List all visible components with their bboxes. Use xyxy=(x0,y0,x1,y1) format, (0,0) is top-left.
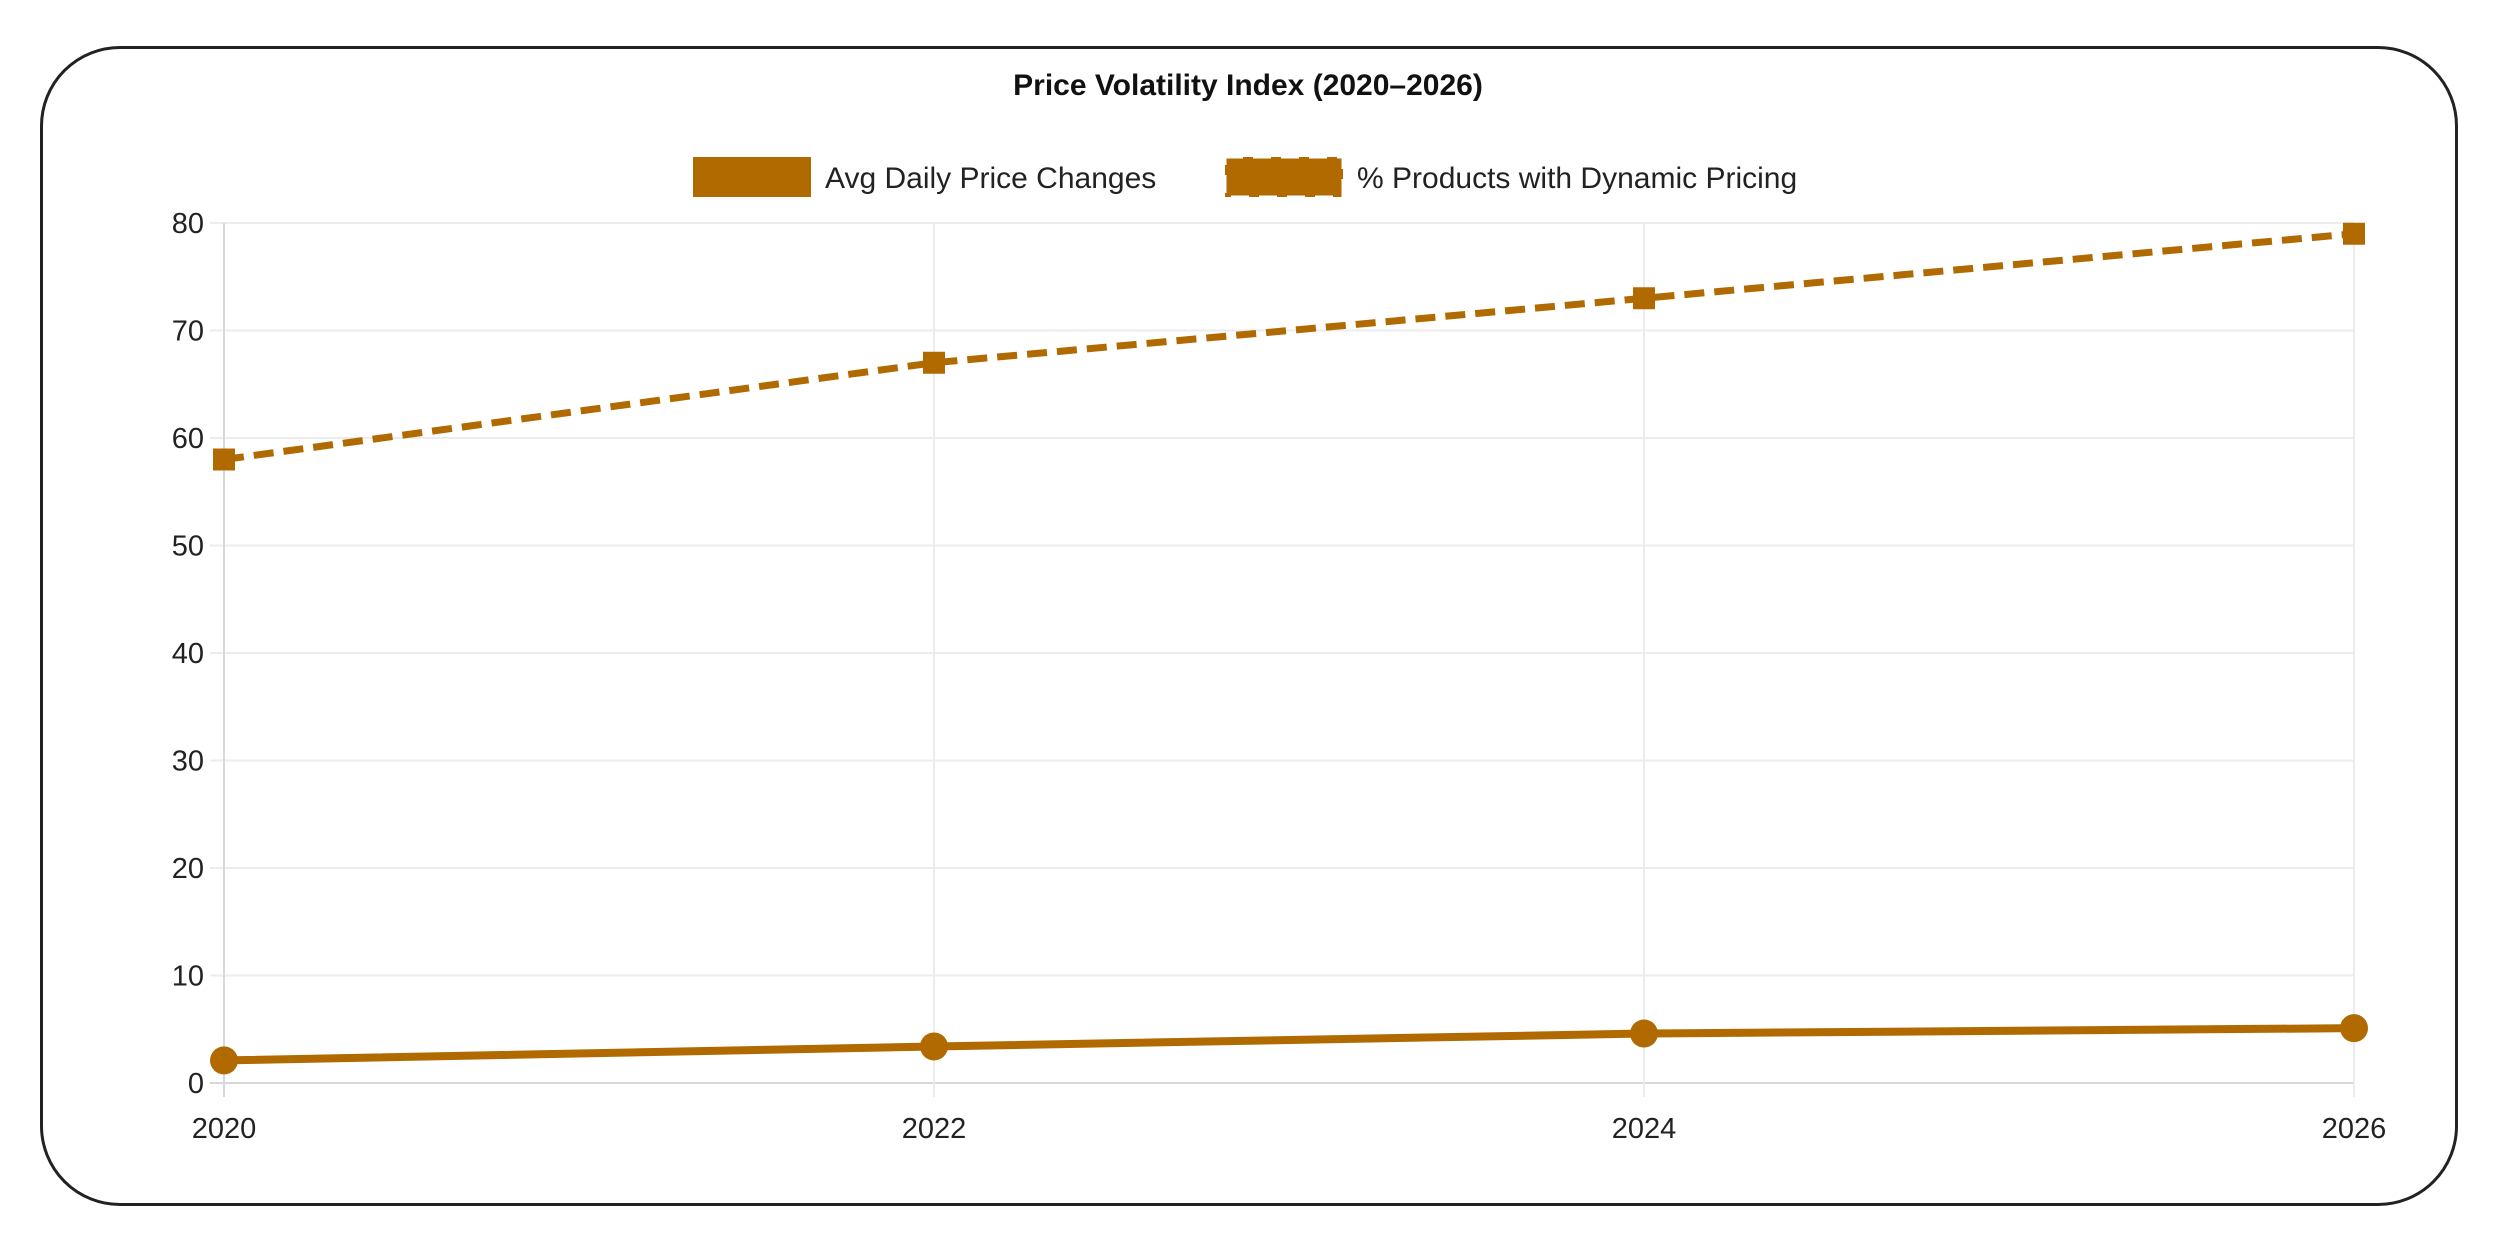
axes: 0 10 20 30 40 50 60 70 80 2020 2022 2024 2026 xyxy=(172,208,2387,1145)
data-point xyxy=(1630,1019,1658,1048)
y-tick-label: 0 xyxy=(188,1068,204,1100)
y-tick-label: 20 xyxy=(172,853,204,885)
data-point xyxy=(2340,1014,2368,1043)
x-tick-label: 2024 xyxy=(1612,1113,1677,1145)
x-tick-label: 2020 xyxy=(192,1113,257,1145)
legend-swatch xyxy=(693,157,811,197)
data-point xyxy=(213,448,235,471)
y-tick-label: 70 xyxy=(172,316,204,348)
legend: Avg Daily Price Changes % Products with D… xyxy=(693,155,1797,199)
x-tick-label: 2022 xyxy=(902,1113,967,1145)
data-point xyxy=(920,1032,948,1061)
data-point xyxy=(1633,287,1655,310)
series-group xyxy=(210,222,2368,1075)
data-point xyxy=(210,1046,238,1075)
data-point xyxy=(2343,222,2365,245)
y-tick-label: 50 xyxy=(172,531,204,563)
chart-title: Price Volatility Index (2020–2026) xyxy=(1013,69,1483,102)
chart-frame xyxy=(40,46,2458,1206)
series-line xyxy=(223,1024,2355,1065)
grid xyxy=(210,222,2355,1097)
legend-label: Avg Daily Price Changes xyxy=(825,162,1156,195)
legend-label: % Products with Dynamic Pricing xyxy=(1357,162,1797,195)
y-tick-label: 10 xyxy=(172,961,204,993)
y-tick-label: 30 xyxy=(172,746,204,778)
data-point xyxy=(923,351,945,374)
series-line xyxy=(223,230,2355,463)
legend-swatch xyxy=(1223,155,1345,199)
y-tick-label: 80 xyxy=(172,208,204,240)
y-tick-label: 40 xyxy=(172,638,204,670)
x-tick-label: 2026 xyxy=(2322,1113,2387,1145)
y-tick-label: 60 xyxy=(172,423,204,455)
